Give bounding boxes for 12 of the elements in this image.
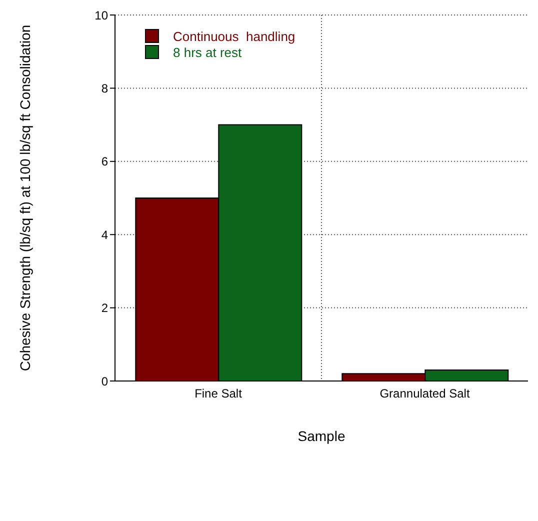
y-tick-label: 0	[101, 374, 108, 388]
legend-label: 8 hrs at rest	[173, 44, 242, 60]
legend-label: Continuous handling	[173, 28, 296, 44]
y-tick-label: 10	[94, 8, 108, 22]
y-axis-title: Cohesive Strength (lb/sq ft) at 100 lb/sq ft Consolidation	[16, 24, 33, 372]
y-tick-label: 4	[101, 228, 108, 242]
y-tick-label: 6	[101, 154, 108, 169]
y-tick-label: 2	[101, 301, 108, 316]
y-tick-label: 8	[101, 81, 108, 96]
x-tick-label: Fine Salt	[194, 386, 243, 401]
x-axis-title: Sample	[298, 428, 346, 444]
x-tick-label: Grannulated Salt	[380, 386, 470, 401]
